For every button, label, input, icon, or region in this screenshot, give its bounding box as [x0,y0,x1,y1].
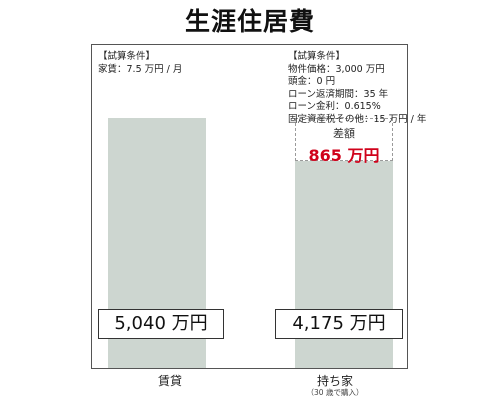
condition-line: 【試算条件】 [288,51,346,62]
condition-line: 【試算条件】 [98,51,156,62]
difference-box: 差額 865 万円 [295,117,393,165]
condition-line: ローン返済期間：35 年 [288,88,389,100]
condition-line: 頭金：0 円 [288,76,336,88]
category-note-owned-home: （30 歳で購入） [306,388,364,397]
chart-frame: 差額 865 万円 【試算条件】 家賃：7.5 万円 / 月 【試算条件】 物件… [91,44,426,369]
conditions-owned-home: 【試算条件】 物件価格：3,000 万円 頭金：0 円 ローン返済期間：35 年… [288,51,426,127]
chart-title: 生涯住居費 [184,7,315,36]
difference-label: 差額 [333,126,355,140]
condition-line: ローン金利：0.615% [288,101,381,113]
condition-line: 家賃：7.5 万円 / 月 [98,63,183,75]
category-label-rent: 賃貸 [157,374,182,388]
condition-line: 物件価格：3,000 万円 [288,63,385,75]
conditions-rent: 【試算条件】 家賃：7.5 万円 / 月 [98,51,182,76]
difference-value: 865 万円 [308,145,380,165]
total-label-rent: 5,040 万円 [98,309,224,339]
category-label-owned-home: 持ち家 [316,374,353,388]
condition-line: 固定資産税その他：15 万円 / 年 [288,113,427,125]
total-label-owned-home: 4,175 万円 [275,309,403,339]
